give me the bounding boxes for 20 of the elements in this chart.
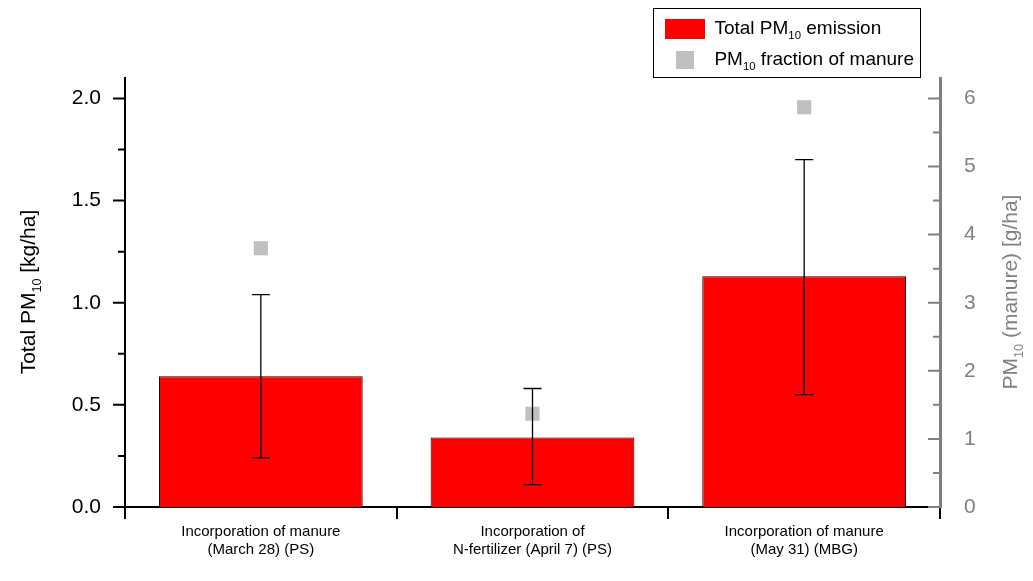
y-tick-label: 0.0 <box>71 493 101 517</box>
point <box>797 100 812 115</box>
y-tick-label: 1.0 <box>71 289 101 313</box>
y2-tick-label: 4 <box>964 221 976 245</box>
y2-tick-label: 0 <box>964 493 976 517</box>
y2-tick-label: 5 <box>964 153 976 177</box>
x-tick-label: Incorporation of manure (March 28) (PS) <box>181 522 341 558</box>
x-tick-label: Incorporation of manure (May 31) (MBG) <box>724 522 884 558</box>
y2-tick-label: 1 <box>964 425 976 449</box>
x-tick-label: Incorporation of N-fertilizer (April 7) (PS) <box>452 522 613 558</box>
point <box>525 406 540 421</box>
y-tick-label: 2.0 <box>71 85 101 109</box>
y2-tick-label: 6 <box>964 85 976 109</box>
y-tick-label: 1.5 <box>71 187 101 211</box>
y2-tick-label: 2 <box>964 357 976 381</box>
y2-tick-label: 3 <box>964 289 976 313</box>
legend-label: Total PM$_{10}$ emission <box>714 16 882 41</box>
point <box>253 241 268 256</box>
legend-label: PM$_{10}$ fraction of manure <box>714 47 914 72</box>
y-tick-label: 0.5 <box>71 391 101 415</box>
